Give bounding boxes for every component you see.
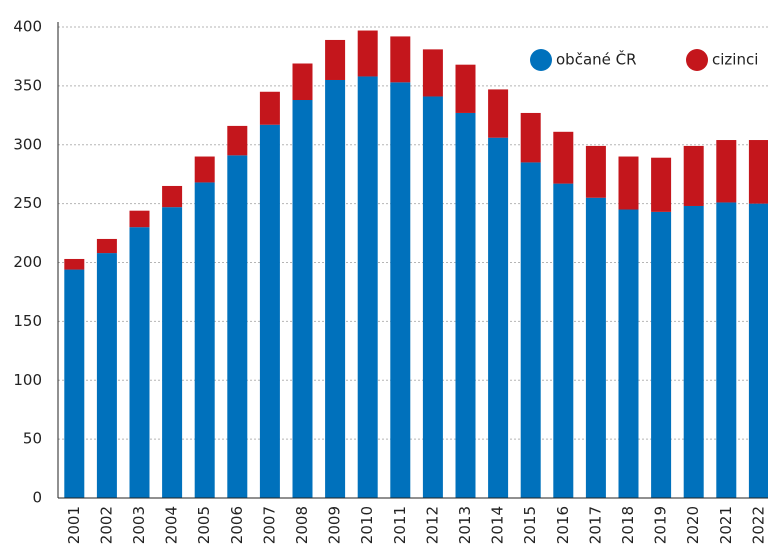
bar-segment bbox=[64, 258, 85, 270]
bar-segment bbox=[455, 112, 476, 499]
bar-segment bbox=[227, 125, 248, 156]
y-tick-label: 100 bbox=[13, 371, 42, 389]
bar-segment bbox=[227, 155, 248, 498]
y-tick-label: 350 bbox=[13, 76, 42, 94]
x-tick-label: 2022 bbox=[749, 506, 767, 544]
x-tick-label: 2001 bbox=[65, 506, 83, 544]
bar-segment bbox=[455, 64, 476, 113]
bar-segment bbox=[553, 131, 574, 184]
bar-segment bbox=[390, 82, 411, 498]
bar-segment bbox=[162, 207, 183, 498]
x-tick-label: 2006 bbox=[228, 506, 246, 544]
x-tick-label: 2020 bbox=[684, 506, 702, 544]
bar-segment bbox=[96, 238, 117, 254]
x-tick-label: 2016 bbox=[554, 506, 572, 544]
bar-segment bbox=[325, 79, 346, 499]
bar-segment bbox=[422, 96, 443, 498]
x-tick-label: 2011 bbox=[391, 506, 409, 544]
y-tick-label: 150 bbox=[13, 312, 42, 330]
bar-segment bbox=[357, 76, 378, 498]
x-tick-label: 2012 bbox=[423, 506, 441, 544]
bar-segment bbox=[488, 89, 509, 138]
bar-segment bbox=[488, 137, 509, 498]
legend-marker bbox=[530, 49, 552, 71]
bar-segment bbox=[129, 227, 150, 499]
bar-segment bbox=[618, 156, 639, 210]
bar-segment bbox=[748, 203, 768, 498]
bar-segment bbox=[194, 156, 215, 183]
bar-segment bbox=[96, 253, 117, 498]
y-tick-label: 200 bbox=[13, 253, 42, 271]
bar-segment bbox=[259, 124, 280, 499]
x-tick-label: 2010 bbox=[358, 506, 376, 544]
bar-segment bbox=[390, 36, 411, 83]
bar-segment bbox=[683, 145, 704, 206]
bar-segment bbox=[422, 49, 443, 97]
x-tick-label: 2002 bbox=[97, 506, 115, 544]
x-tick-label: 2008 bbox=[293, 506, 311, 544]
y-tick-label: 0 bbox=[32, 489, 42, 507]
bar-segment bbox=[716, 202, 737, 498]
legend-marker bbox=[686, 49, 708, 71]
legend-label: občané ČR bbox=[556, 50, 637, 69]
bar-segment bbox=[129, 210, 150, 228]
bar-segment bbox=[618, 209, 639, 498]
bar-segment bbox=[585, 145, 606, 198]
bar-segment bbox=[553, 183, 574, 499]
x-tick-label: 2004 bbox=[163, 506, 181, 544]
x-tick-label: 2003 bbox=[130, 506, 148, 544]
x-tick-label: 2021 bbox=[717, 506, 735, 544]
bar-segment bbox=[259, 91, 280, 125]
x-tick-label: 2009 bbox=[326, 506, 344, 544]
bar-segment bbox=[716, 140, 737, 203]
x-tick-label: 2019 bbox=[652, 506, 670, 544]
x-tick-label: 2014 bbox=[489, 506, 507, 544]
bar-segment bbox=[748, 140, 768, 204]
y-tick-label: 300 bbox=[13, 135, 42, 153]
x-tick-label: 2015 bbox=[521, 506, 539, 544]
bar-segment bbox=[683, 205, 704, 499]
bar-segment bbox=[520, 112, 541, 163]
bar-segment bbox=[651, 211, 672, 498]
x-tick-label: 2017 bbox=[586, 506, 604, 544]
bar-segment bbox=[64, 269, 85, 498]
y-tick-label: 50 bbox=[23, 430, 42, 448]
x-tick-label: 2007 bbox=[260, 506, 278, 544]
y-tick-label: 250 bbox=[13, 194, 42, 212]
x-tick-label: 2018 bbox=[619, 506, 637, 544]
bar-segment bbox=[520, 162, 541, 498]
legend-label: cizinci bbox=[712, 51, 758, 69]
bar-segment bbox=[651, 157, 672, 212]
bar-segment bbox=[292, 100, 313, 498]
x-tick-label: 2005 bbox=[195, 506, 213, 544]
bar-segment bbox=[325, 39, 346, 80]
x-tick-label: 2013 bbox=[456, 506, 474, 544]
y-tick-label: 400 bbox=[13, 18, 42, 36]
bar-segment bbox=[292, 63, 313, 101]
bar-segment bbox=[194, 182, 215, 498]
bar-segment bbox=[357, 30, 378, 77]
bar-segment bbox=[585, 197, 606, 499]
bar-segment bbox=[162, 185, 183, 208]
